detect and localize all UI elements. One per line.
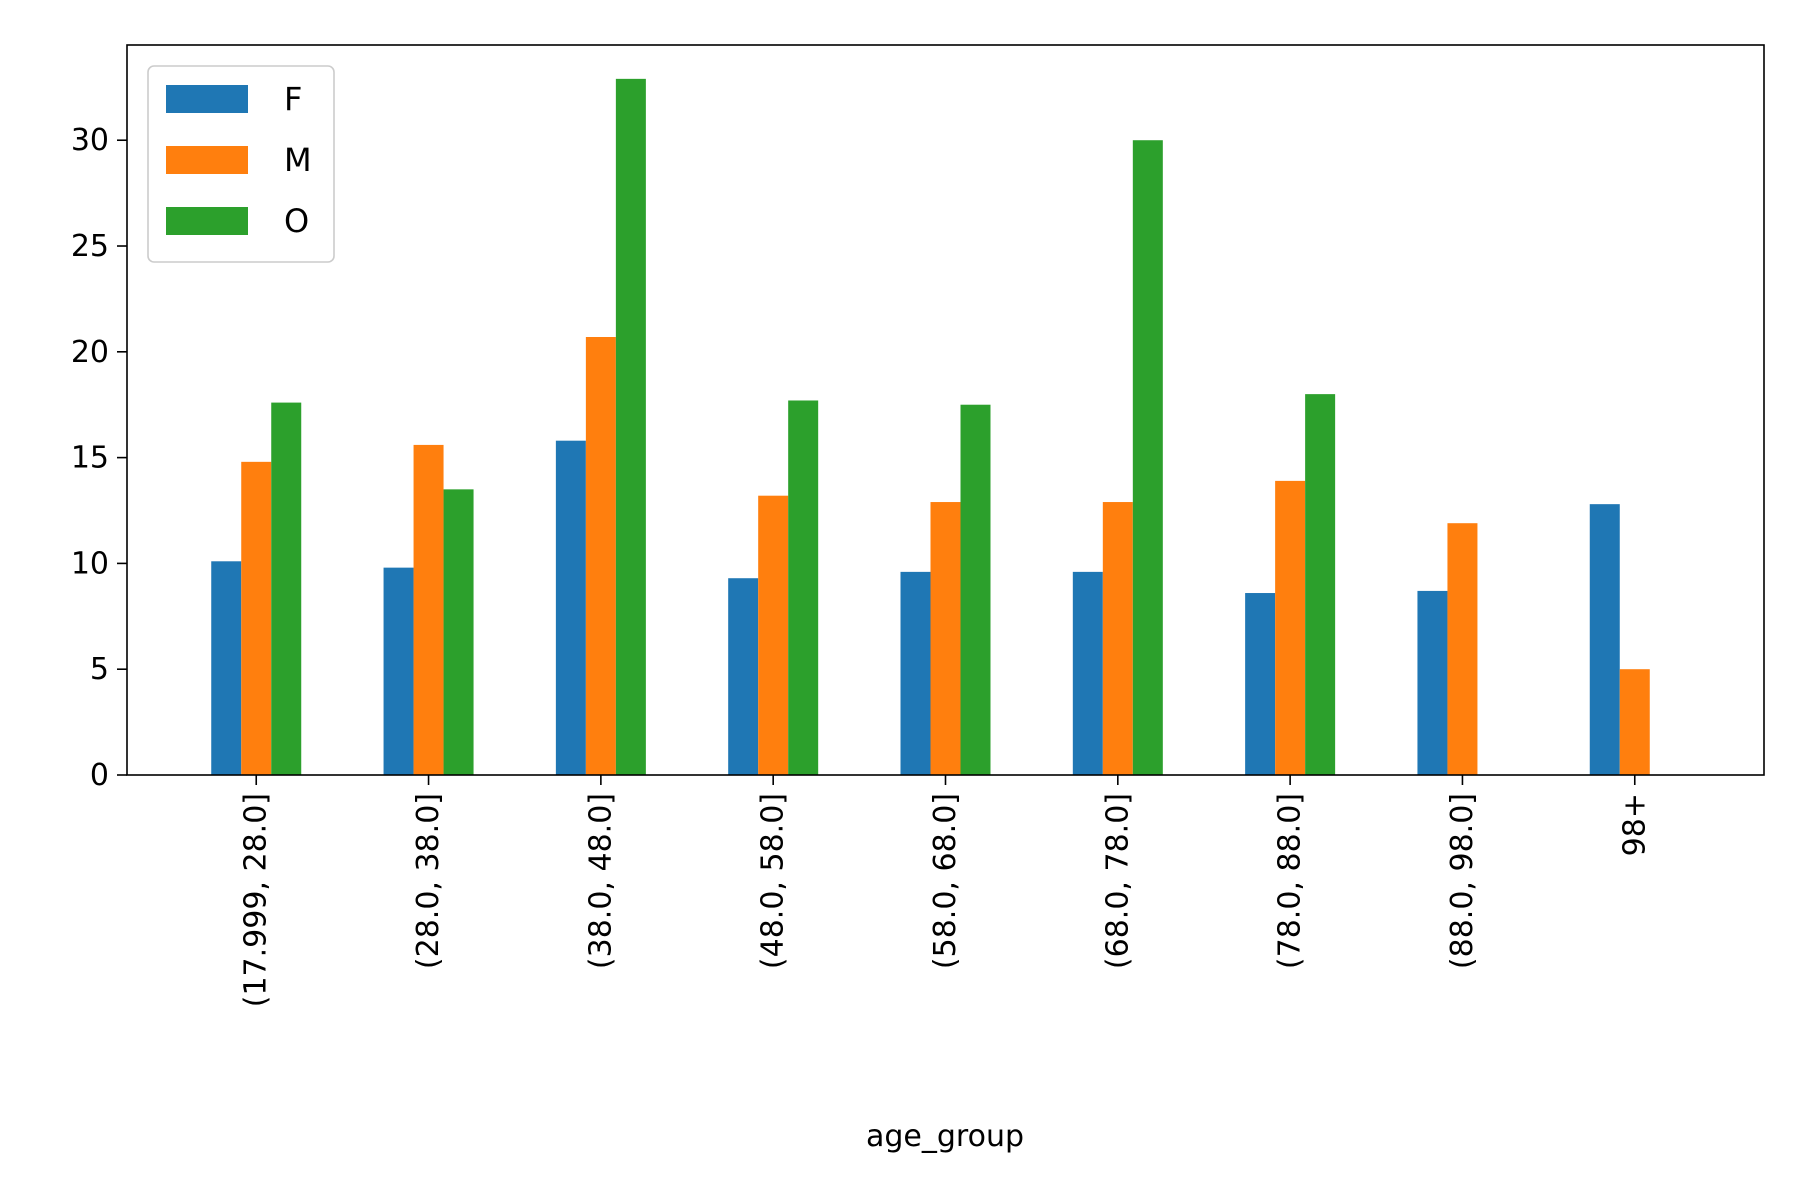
x-tick-label-5: (68.0, 78.0] [1100,793,1135,969]
y-tick-label-4: 20 [71,335,109,370]
bar-o-5 [1132,140,1163,775]
bar-f-0 [211,561,242,775]
bar-f-2 [555,440,586,775]
legend-label-o: O [284,202,309,240]
x-axis-label: age_group [866,1119,1024,1154]
y-tick-label-5: 25 [71,229,109,264]
y-tick-label-0: 0 [90,758,109,793]
x-tick-label-3: (48.0, 58.0] [756,793,791,969]
bar-m-5 [1102,502,1133,775]
y-axis: 0 5 10 15 20 25 30 [71,123,127,793]
y-tick-label-6: 30 [71,123,109,158]
bars-layer [211,78,1650,775]
bar-o-2 [615,78,646,775]
bar-m-8 [1619,669,1650,775]
bar-m-7 [1447,523,1478,775]
bar-o-0 [271,402,302,775]
x-tick-label-6: (78.0, 88.0] [1273,793,1308,969]
bar-f-8 [1589,504,1620,775]
y-tick-label-1: 5 [90,652,109,687]
x-tick-label-1: (28.0, 38.0] [411,793,446,969]
bar-f-1 [383,567,414,775]
legend: FMO [147,65,335,263]
x-tick-label-4: (58.0, 68.0] [928,793,963,969]
legend-swatch-m [166,146,248,174]
bar-o-6 [1305,394,1336,775]
bar-o-4 [960,404,991,775]
bar-o-3 [788,400,819,775]
x-tick-label-7: (88.0, 98.0] [1445,793,1480,969]
y-tick-label-3: 15 [71,441,109,476]
bar-m-2 [585,337,616,775]
x-tick-label-0: (17.999, 28.0] [239,793,274,1007]
legend-label-m: M [284,141,312,179]
bar-f-6 [1245,593,1276,775]
legend-label-f: F [284,80,302,118]
y-tick-label-2: 10 [71,546,109,581]
bar-m-3 [758,495,789,775]
bar-m-0 [241,461,272,775]
bar-m-6 [1275,480,1306,775]
bar-f-7 [1417,590,1448,775]
bar-m-1 [413,444,444,775]
legend-swatch-o [166,207,248,235]
x-axis: (17.999, 28.0] (28.0, 38.0] (38.0, 48.0] (4… [239,775,1652,1007]
bar-f-4 [900,571,931,775]
x-tick-label-8: 98+ [1617,793,1652,856]
legend-swatch-f [166,85,248,113]
bar-f-3 [728,578,759,775]
bar-f-5 [1072,571,1103,775]
bar-o-1 [443,489,474,775]
x-tick-label-2: (38.0, 48.0] [583,793,618,969]
bar-m-4 [930,502,961,775]
